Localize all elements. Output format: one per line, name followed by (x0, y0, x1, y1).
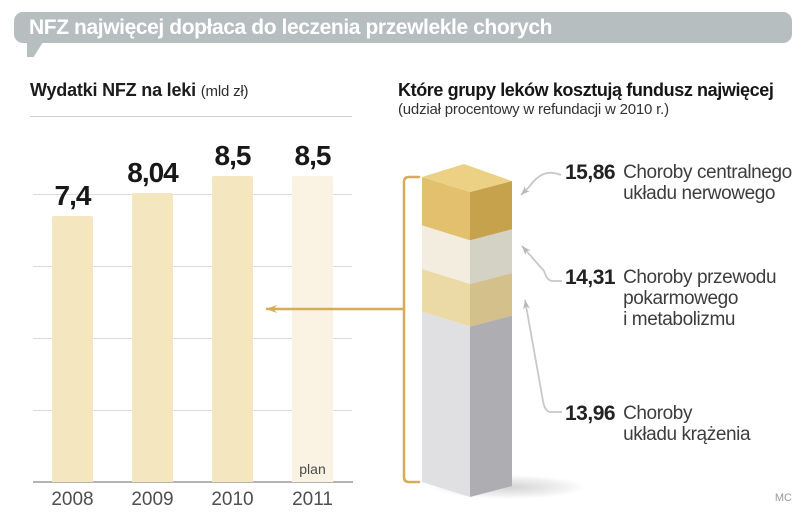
bar-year-label: 2008 (51, 489, 94, 510)
bar-year-label: 2010 (211, 489, 254, 510)
segment-label-cns: 15,86 Choroby centralnego układu nerwowe… (565, 161, 792, 204)
bar-year-label: 2011 (292, 489, 333, 510)
left-chart-title-text: Wydatki NFZ na leki (30, 80, 196, 100)
left-chart-title: Wydatki NFZ na leki (mld zł) (30, 80, 248, 101)
gridline (33, 338, 352, 339)
bar (52, 216, 93, 482)
bar (212, 176, 253, 482)
title-underline (30, 116, 352, 117)
right-chart-subtitle: (udział procentowy w refundacji w 2010 r… (398, 101, 669, 118)
segment-text: Choroby przewodu pokarmowego i metaboliz… (623, 267, 777, 330)
x-axis-line (33, 481, 353, 483)
gridline (33, 266, 352, 267)
page-title: NFZ najwięcej dopłaca do leczenia przewl… (29, 15, 553, 39)
credit-label: MC (774, 492, 792, 504)
header-bubble: NFZ najwięcej dopłaca do leczenia przewl… (14, 12, 792, 43)
bar (132, 193, 173, 482)
plan-label: plan (299, 461, 326, 477)
segment-label-digestive: 14,31 Choroby przewodu pokarmowego i met… (565, 266, 777, 330)
gridline (33, 194, 352, 195)
bar (292, 176, 333, 482)
bar-value-label: 8,04 (127, 157, 179, 188)
right-chart-title: Które grupy leków kosztują fundusz najwi… (398, 80, 774, 100)
bar-value-label: 8,5 (214, 140, 252, 171)
segment-text: Choroby układu krążenia (623, 403, 751, 445)
segment-text: Choroby centralnego układu nerwowego (623, 162, 792, 204)
bar-value-label: 7,4 (54, 180, 92, 211)
segment-value: 13,96 (565, 402, 616, 425)
segment-label-circulatory: 13,96 Choroby układu krążenia (565, 402, 751, 445)
left-chart-unit: (mld zł) (200, 83, 249, 100)
gridline (33, 410, 352, 411)
segment-value: 14,31 (565, 266, 616, 289)
bar-year-label: 2009 (131, 489, 174, 510)
bar-value-label: 8,5 (294, 140, 332, 171)
segment-value: 15,86 (565, 161, 616, 184)
